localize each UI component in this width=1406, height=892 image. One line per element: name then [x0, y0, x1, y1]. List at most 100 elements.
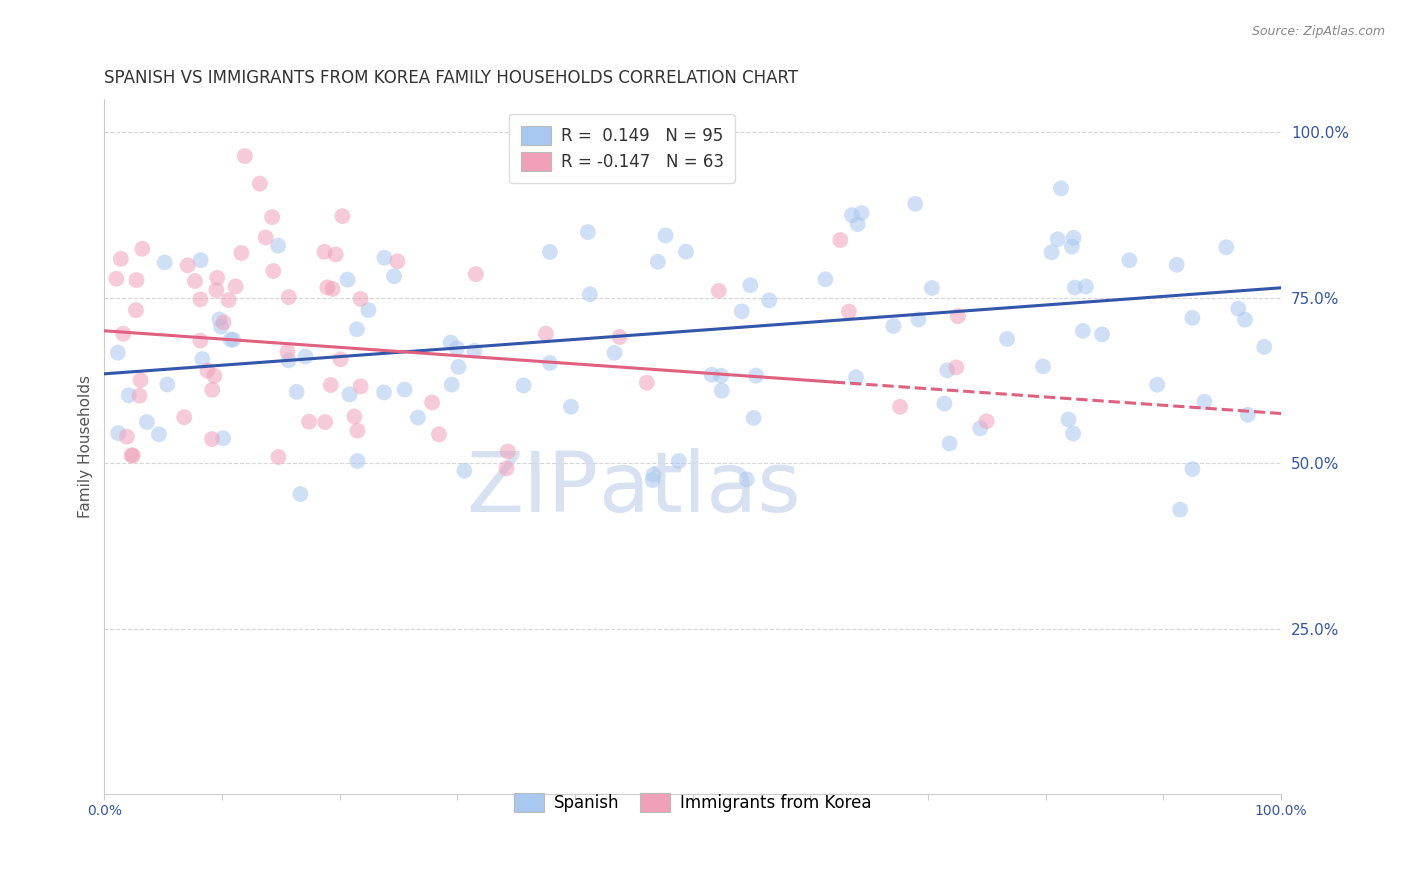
Point: [889, 400, 911, 414]
Point: [440, 335, 463, 350]
Point: [176, 258, 198, 272]
Point: [1040, 245, 1063, 260]
Point: [406, 410, 429, 425]
Point: [343, 409, 366, 424]
Point: [938, 436, 960, 450]
Point: [447, 359, 470, 374]
Point: [201, 432, 224, 446]
Point: [538, 244, 561, 259]
Point: [205, 283, 228, 297]
Point: [654, 228, 676, 243]
Point: [373, 251, 395, 265]
Text: SPANISH VS IMMIGRANTS FROM KOREA FAMILY HOUSEHOLDS CORRELATION CHART: SPANISH VS IMMIGRANTS FROM KOREA FAMILY …: [104, 69, 799, 87]
Point: [298, 415, 321, 429]
Point: [218, 293, 240, 307]
Point: [838, 304, 860, 318]
Point: [131, 242, 153, 256]
Point: [105, 271, 128, 285]
Point: [285, 384, 308, 399]
Point: [112, 326, 135, 341]
Point: [128, 389, 150, 403]
Point: [249, 177, 271, 191]
Point: [740, 278, 762, 293]
Point: [201, 383, 224, 397]
Point: [190, 334, 212, 348]
Point: [332, 209, 354, 223]
Point: [262, 210, 284, 224]
Point: [921, 281, 943, 295]
Point: [276, 344, 298, 359]
Point: [560, 400, 582, 414]
Point: [936, 363, 959, 377]
Point: [845, 370, 868, 384]
Point: [107, 426, 129, 441]
Text: Source: ZipAtlas.com: Source: ZipAtlas.com: [1251, 25, 1385, 38]
Point: [636, 376, 658, 390]
Point: [538, 356, 561, 370]
Point: [148, 427, 170, 442]
Point: [277, 353, 299, 368]
Point: [387, 254, 409, 268]
Point: [118, 388, 141, 402]
Point: [202, 368, 225, 383]
Point: [357, 303, 380, 318]
Point: [495, 461, 517, 475]
Point: [394, 383, 416, 397]
Point: [1060, 239, 1083, 253]
Point: [1233, 312, 1256, 326]
Point: [534, 326, 557, 341]
Point: [814, 272, 837, 286]
Point: [121, 449, 143, 463]
Point: [1032, 359, 1054, 374]
Point: [1071, 324, 1094, 338]
Point: [1166, 258, 1188, 272]
Point: [373, 385, 395, 400]
Point: [1050, 181, 1073, 195]
Point: [907, 312, 929, 326]
Point: [129, 373, 152, 387]
Point: [976, 414, 998, 428]
Point: [463, 343, 485, 358]
Point: [294, 350, 316, 364]
Point: [1118, 253, 1140, 268]
Point: [222, 333, 245, 347]
Point: [314, 415, 336, 429]
Point: [267, 238, 290, 252]
Point: [851, 206, 873, 220]
Point: [125, 273, 148, 287]
Point: [173, 410, 195, 425]
Point: [184, 274, 207, 288]
Point: [115, 430, 138, 444]
Point: [946, 309, 969, 323]
Point: [731, 304, 754, 318]
Point: [1181, 462, 1204, 476]
Point: [205, 270, 228, 285]
Point: [1074, 279, 1097, 293]
Point: [346, 322, 368, 336]
Point: [1064, 280, 1087, 294]
Point: [710, 368, 733, 383]
Point: [464, 267, 486, 281]
Point: [190, 293, 212, 307]
Point: [197, 363, 219, 377]
Point: [609, 330, 631, 344]
Point: [647, 254, 669, 268]
Point: [1057, 412, 1080, 426]
Point: [346, 454, 368, 468]
Point: [277, 290, 299, 304]
Text: ZIP: ZIP: [467, 448, 599, 529]
Point: [603, 346, 626, 360]
Point: [882, 318, 904, 333]
Point: [125, 303, 148, 318]
Point: [135, 415, 157, 429]
Point: [1227, 301, 1250, 316]
Point: [700, 368, 723, 382]
Point: [191, 352, 214, 367]
Point: [209, 319, 232, 334]
Point: [233, 149, 256, 163]
Point: [110, 252, 132, 266]
Point: [945, 360, 967, 375]
Point: [934, 396, 956, 410]
Point: [1063, 231, 1085, 245]
Point: [1253, 340, 1275, 354]
